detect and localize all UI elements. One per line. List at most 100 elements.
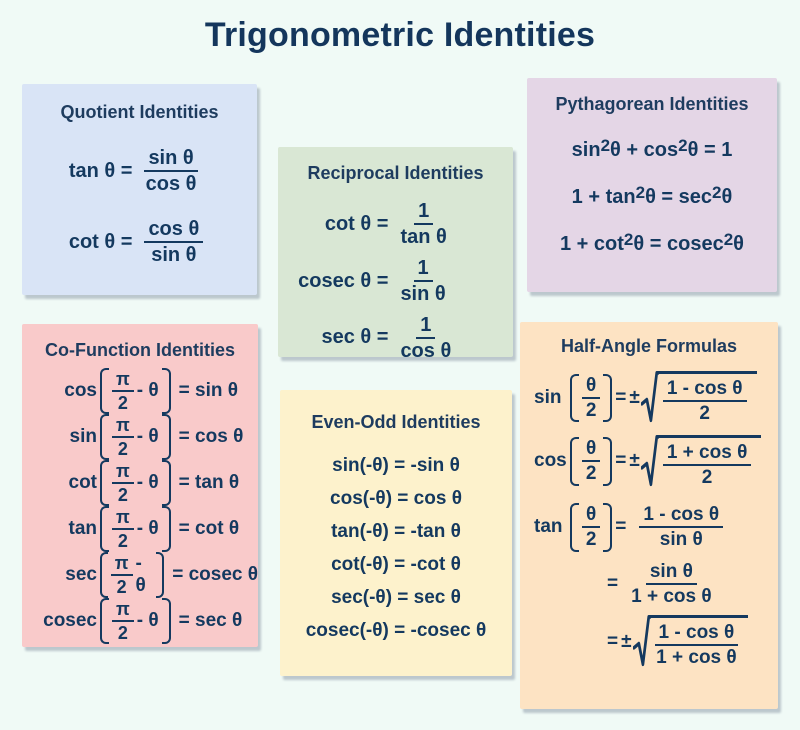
evenodd-row: cosec(-θ) = -cosec θ — [305, 620, 487, 641]
formula-text: θ = 1 — [687, 139, 733, 161]
exponent: 2 — [600, 136, 611, 155]
function-name: sin — [69, 426, 97, 448]
quotient-row: cot θ = cos θ sin θ — [22, 218, 257, 267]
fraction: sin θ cos θ — [144, 147, 198, 196]
pi-over-two-fraction: π 2 — [112, 599, 134, 643]
bracket-expression: θ 2 — [570, 373, 613, 424]
equals-sign: = — [615, 516, 627, 538]
formula-lhs: cosec θ = — [298, 269, 389, 292]
exponent: 2 — [623, 230, 634, 249]
square-root: 1 - cos θ 2 — [640, 371, 757, 425]
denominator-two: 2 — [117, 623, 128, 644]
function-name: cosec — [43, 610, 97, 632]
evenodd-row: sec(-θ) = sec θ — [331, 587, 461, 608]
left-bracket-icon — [570, 437, 579, 486]
formula-lhs: tan θ = — [68, 159, 133, 182]
bracket-expression: π 2 - θ — [100, 367, 171, 415]
fraction: 1 cos θ — [400, 314, 451, 363]
evenodd-row: sin(-θ) = -sin θ — [332, 455, 460, 476]
minus-theta: - θ — [136, 610, 159, 632]
halfangle-row-continuation: = ± 1 - cos θ 1 + cos θ — [604, 615, 778, 669]
left-bracket-icon — [100, 368, 109, 415]
formula-lhs: sec θ = — [321, 326, 389, 349]
denominator-two: 2 — [117, 485, 128, 506]
card-title-evenodd: Even-Odd Identities — [311, 412, 481, 432]
cofunction-row: cot π 2 - θ = tan θ — [22, 459, 258, 507]
left-bracket-icon — [100, 414, 109, 461]
fraction-numerator: sin θ — [144, 147, 198, 173]
fraction: 1 tan θ — [400, 200, 446, 249]
minus-theta: - θ — [136, 518, 159, 540]
bracket-expression: π 2 - θ — [100, 597, 171, 645]
square-root: 1 + cos θ 2 — [640, 434, 762, 489]
radicand: 1 + cos θ 2 — [656, 434, 762, 489]
formula-text: θ — [721, 186, 733, 208]
card-title-reciprocal: Reciprocal Identities — [307, 163, 484, 183]
reciprocal-row: cosec θ = 1 sin θ — [278, 257, 513, 306]
bracket-expression: π 2 - θ — [100, 459, 171, 507]
formula-rhs: = cos θ — [178, 426, 244, 448]
plus-minus-sign: ± — [621, 630, 632, 652]
fraction: 1 + cos θ 2 — [662, 442, 752, 489]
fraction-denominator: 1 + cos θ — [631, 585, 712, 607]
denominator-two: 2 — [117, 439, 128, 460]
left-bracket-icon — [570, 503, 579, 552]
fraction-numerator: 1 — [413, 257, 433, 283]
quotient-row: tan θ = sin θ cos θ — [22, 147, 257, 196]
cofunction-row: sin π 2 - θ = cos θ — [22, 413, 258, 461]
left-bracket-icon — [100, 460, 109, 507]
card-title-pythagorean: Pythagorean Identities — [555, 94, 749, 114]
cofunction-row: cos π 2 - θ = sin θ — [22, 367, 258, 415]
pi-symbol: π — [112, 507, 134, 531]
exponent: 2 — [712, 183, 722, 202]
radicand: 1 - cos θ 2 — [656, 371, 757, 425]
bracket-expression: π 2 - θ — [100, 505, 171, 553]
right-bracket-icon — [603, 373, 613, 423]
formula-text: sin — [571, 139, 601, 161]
fraction-denominator: sin θ — [659, 529, 703, 551]
minus-theta: - θ — [136, 472, 159, 494]
bracket-expression: θ 2 — [570, 436, 613, 487]
fraction-denominator: sin θ — [400, 283, 446, 306]
denominator-two: 2 — [117, 531, 128, 552]
fraction-denominator: 2 — [699, 403, 710, 425]
card-evenodd-identities: Even-Odd Identities sin(-θ) = -sin θ cos… — [280, 390, 512, 676]
formula-text: θ = sec — [645, 186, 713, 208]
equals-sign: = — [615, 386, 627, 408]
evenodd-row: tan(-θ) = -tan θ — [331, 521, 461, 542]
fraction-numerator: cos θ — [144, 218, 204, 244]
card-reciprocal-identities: Reciprocal Identities cot θ = 1 tan θ co… — [278, 147, 513, 362]
formula-lhs: cot θ = — [324, 212, 389, 235]
left-bracket-icon — [100, 552, 108, 599]
function-name: tan — [534, 516, 563, 538]
bracket-expression: π 2 - θ — [100, 413, 171, 461]
denominator-two: 2 — [585, 529, 597, 551]
cofunction-row: tan π 2 - θ = cot θ — [22, 505, 258, 553]
fraction: 1 sin θ — [400, 257, 445, 306]
fraction-numerator: 1 - cos θ — [654, 622, 739, 647]
equals-sign: = — [607, 572, 619, 594]
minus-theta: - θ — [136, 426, 159, 448]
pi-over-two-fraction: π 2 — [110, 553, 133, 598]
formula-rhs: = cot θ — [178, 518, 240, 540]
pythagorean-row: 1 + tan2θ = sec2θ — [527, 183, 777, 209]
denominator-two: 2 — [116, 577, 127, 598]
right-bracket-icon — [161, 368, 171, 415]
pi-over-two-fraction: π 2 — [112, 461, 134, 505]
left-bracket-icon — [100, 506, 109, 553]
pi-symbol: π — [110, 553, 133, 577]
fraction-denominator: tan θ — [400, 226, 447, 249]
fraction-numerator: 1 - cos θ — [639, 504, 724, 529]
cofunction-row: cosec π 2 - θ = sec θ — [22, 597, 258, 645]
plus-minus-sign: ± — [629, 450, 640, 472]
right-bracket-icon — [161, 598, 171, 645]
denominator-two: 2 — [117, 393, 128, 414]
evenodd-rows: sin(-θ) = -sin θ cos(-θ) = cos θ tan(-θ)… — [280, 455, 512, 642]
equals-sign: = — [615, 450, 627, 472]
denominator-two: 2 — [585, 399, 597, 421]
card-cofunction-identities: Co-Function Identities cos π 2 - θ = sin… — [22, 324, 258, 647]
function-name: cos — [534, 450, 567, 472]
pythagorean-row: 1 + cot2θ = cosec2θ — [527, 230, 777, 256]
formula-text: θ — [733, 233, 744, 255]
card-quotient-identities: Quotient Identities tan θ = sin θ cos θ … — [22, 84, 257, 295]
